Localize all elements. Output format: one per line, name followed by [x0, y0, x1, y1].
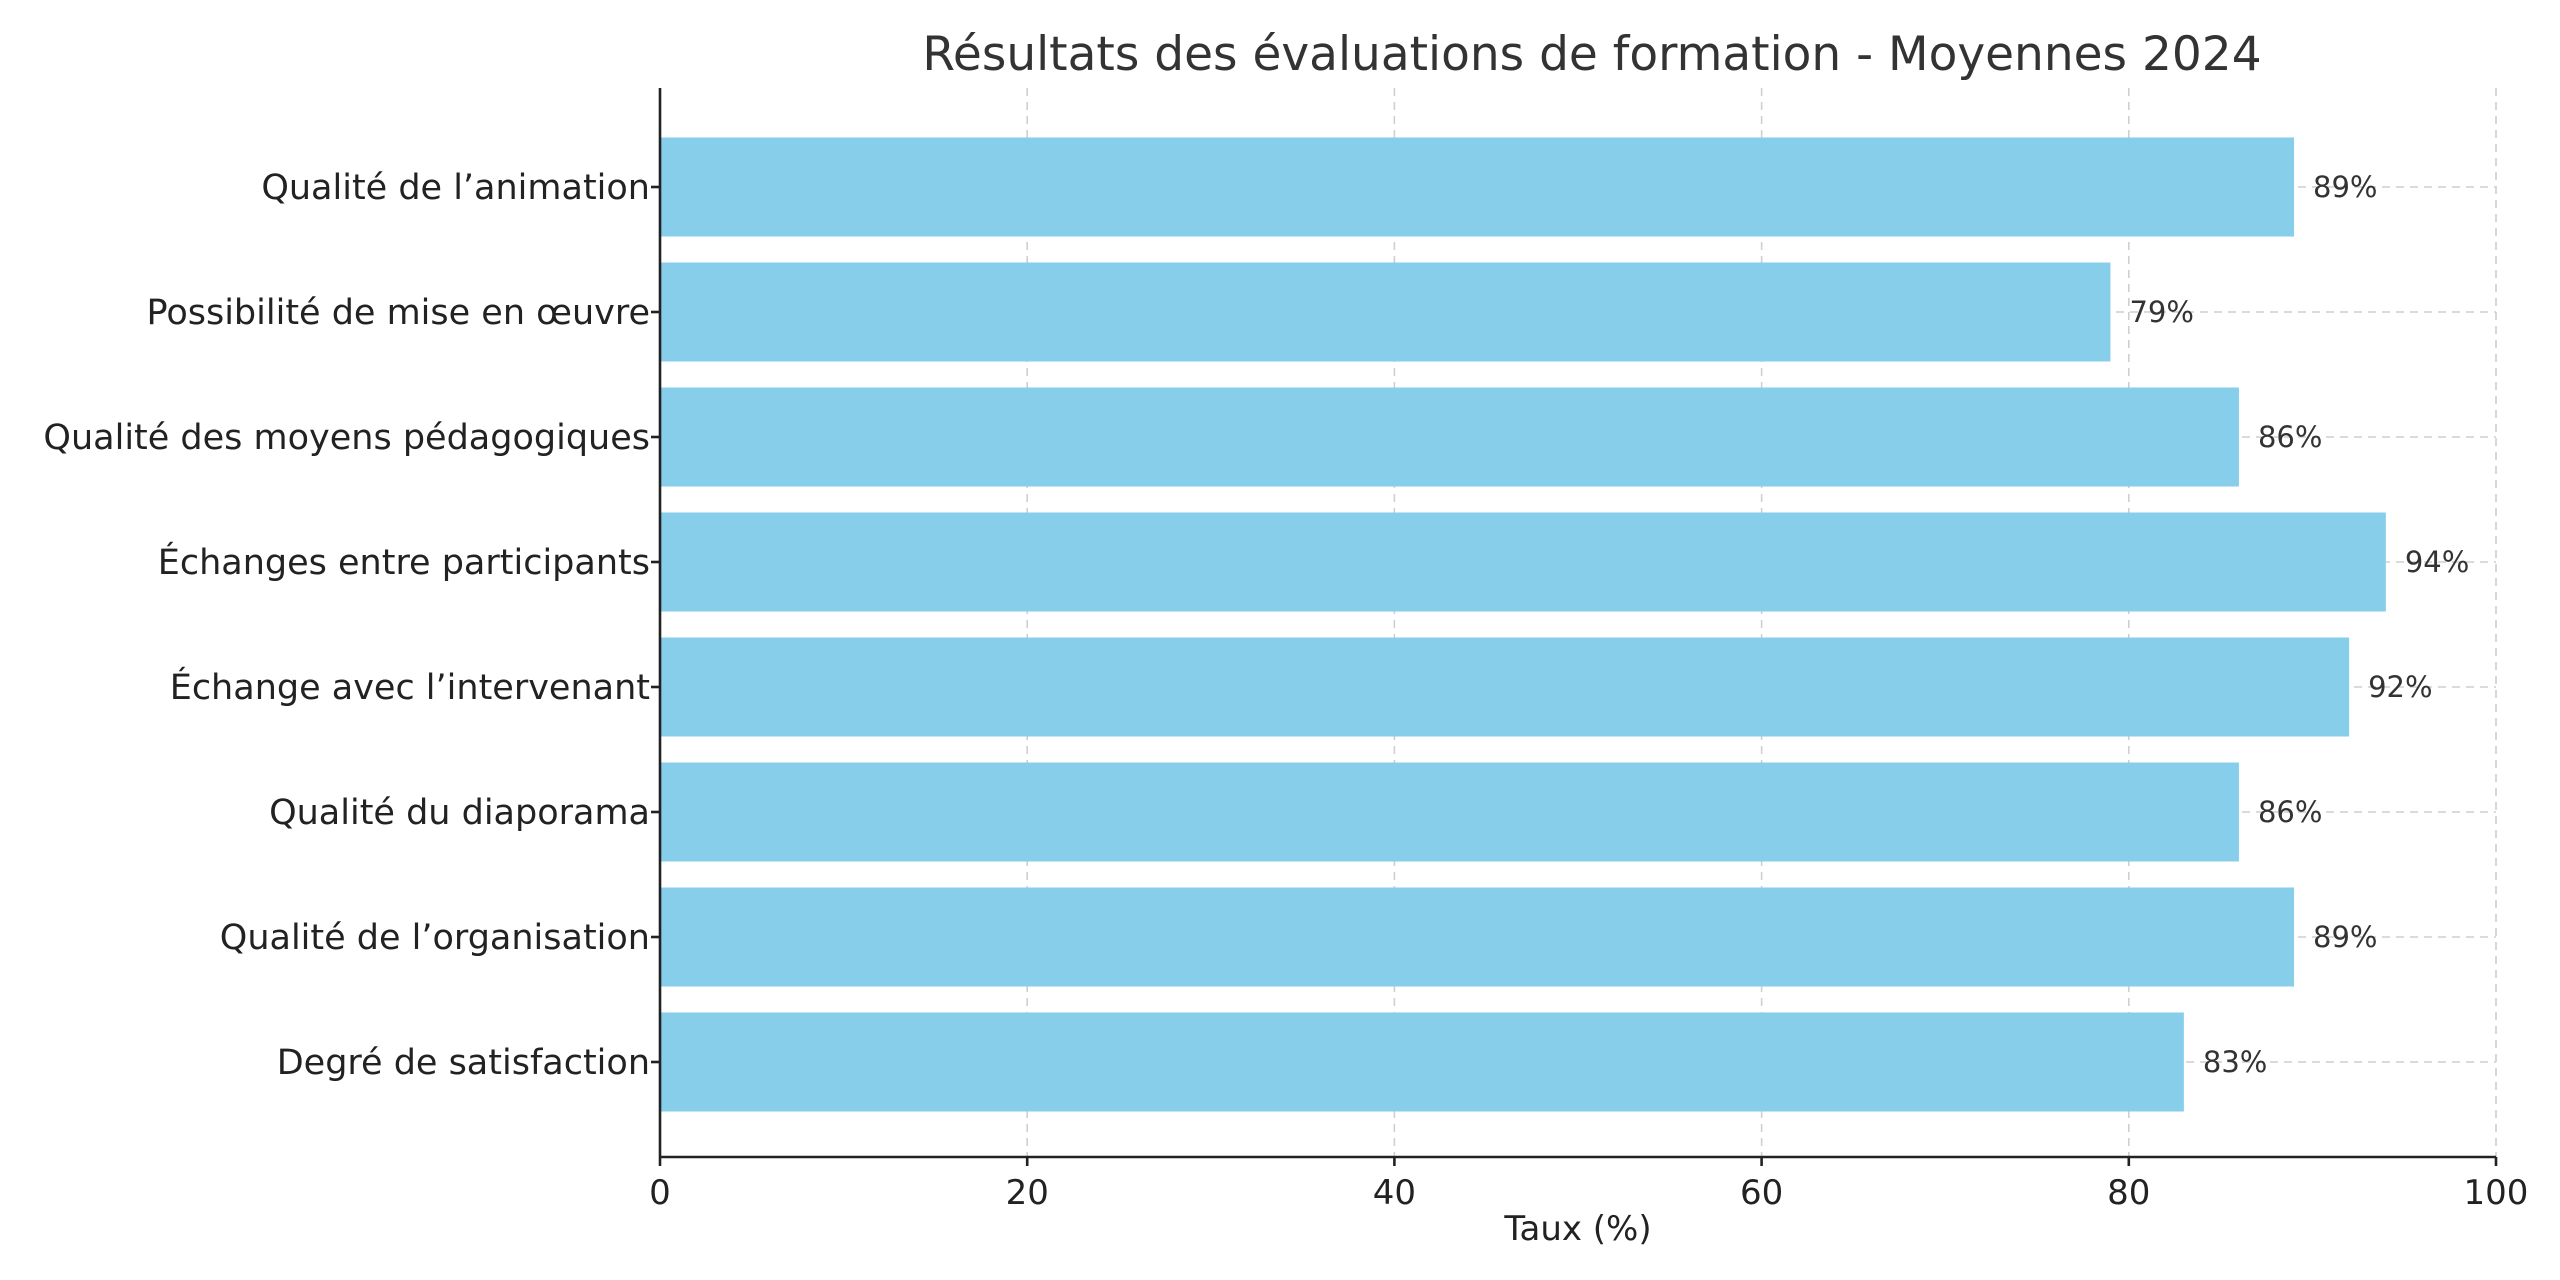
- labels-layer: 0 20 40 60 80 100 Qualité de l’animation 89% Pos…: [43, 168, 2528, 1213]
- category-label: Degré de satisfaction: [277, 1043, 650, 1083]
- axes-layer: [651, 88, 2498, 1166]
- category-label: Possibilité de mise en œuvre: [146, 293, 650, 333]
- value-label: 79%: [2129, 295, 2193, 329]
- value-label: 92%: [2368, 670, 2432, 704]
- category-label: Qualité de l’animation: [261, 168, 650, 208]
- bar: [660, 512, 2386, 612]
- category-label: Échange avec l’intervenant: [170, 666, 650, 708]
- value-label: 94%: [2405, 545, 2469, 579]
- x-tick-label: 20: [1006, 1173, 1049, 1213]
- bar: [660, 1012, 2184, 1112]
- bar: [660, 762, 2239, 862]
- x-axis-title: Taux (%): [1503, 1209, 1651, 1249]
- category-label: Qualité du diaporama: [269, 793, 650, 833]
- bar: [660, 137, 2295, 237]
- category-label: Échanges entre participants: [158, 541, 650, 583]
- category-label: Qualité des moyens pédagogiques: [43, 418, 650, 458]
- bar: [660, 387, 2239, 487]
- bars-layer: [660, 137, 2386, 1112]
- value-label: 89%: [2313, 170, 2377, 204]
- bar: [660, 262, 2111, 362]
- chart-title: Résultats des évaluations de formation -…: [922, 27, 2261, 82]
- x-tick-label: 40: [1373, 1173, 1416, 1213]
- x-tick-label: 100: [2464, 1173, 2529, 1213]
- bar: [660, 637, 2350, 737]
- grid-layer: [659, 88, 2497, 1157]
- value-label: 86%: [2258, 420, 2322, 454]
- value-label: 89%: [2313, 920, 2377, 954]
- x-tick-label: 80: [2107, 1173, 2150, 1213]
- x-tick-label: 0: [649, 1173, 671, 1213]
- category-label: Qualité de l’organisation: [220, 918, 650, 958]
- value-label: 83%: [2203, 1045, 2267, 1079]
- bar: [660, 887, 2295, 987]
- x-tick-label: 60: [1740, 1173, 1783, 1213]
- value-label: 86%: [2258, 795, 2322, 829]
